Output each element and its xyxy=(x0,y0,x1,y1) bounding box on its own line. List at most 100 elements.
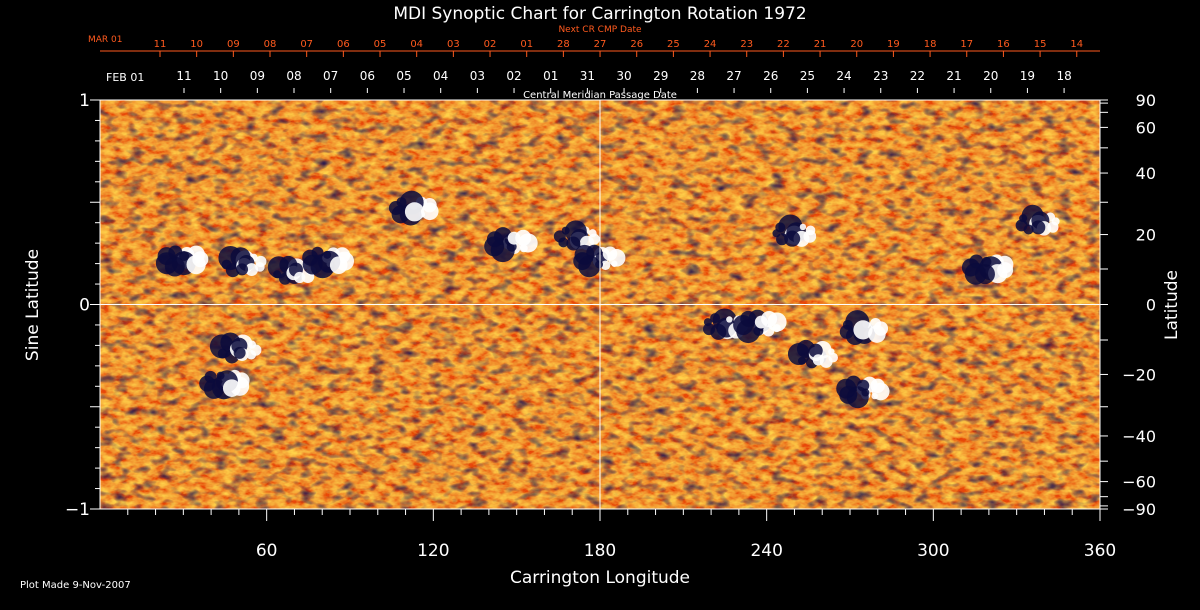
cmp-tick-label: 28 xyxy=(690,69,705,83)
positive-flux xyxy=(245,263,259,276)
active-region xyxy=(553,220,600,251)
active-region xyxy=(733,309,787,344)
cmp-start-label: FEB 01 xyxy=(106,71,144,84)
y-axis-label-left: Sine Latitude xyxy=(23,249,43,361)
positive-flux xyxy=(246,349,257,360)
x-tick-label: 60 xyxy=(256,541,278,561)
positive-flux xyxy=(812,354,824,366)
next-cr-tick-label: 11 xyxy=(154,39,167,50)
positive-flux xyxy=(602,246,618,261)
positive-flux xyxy=(870,378,885,393)
cmp-tick-label: 02 xyxy=(506,69,521,83)
positive-flux xyxy=(1051,217,1060,226)
cmp-tick-label: 01 xyxy=(543,69,558,83)
lat-tick-label: 0 xyxy=(1146,296,1156,315)
negative-flux xyxy=(566,236,581,251)
cmp-tick-label: 05 xyxy=(396,69,411,83)
negative-flux xyxy=(784,230,801,247)
positive-flux xyxy=(294,271,306,284)
lat-tick-label: −40 xyxy=(1122,427,1156,446)
next-cr-tick-label: 04 xyxy=(410,39,423,50)
cmp-tick-label: 08 xyxy=(286,69,301,83)
positive-flux xyxy=(853,320,873,340)
lat-tick-label: −90 xyxy=(1122,500,1156,519)
lat-tick-label: −20 xyxy=(1122,365,1156,384)
positive-flux xyxy=(192,251,209,268)
cmp-tick-label: 09 xyxy=(250,69,265,83)
next-cr-tick-label: 24 xyxy=(704,39,717,50)
next-cr-ticks: 11 10 09 08 07 06 05 04 03 02 01 28 27 26 25 24 23 22 21 20… xyxy=(154,39,1083,57)
cmp-tick-label: 31 xyxy=(580,69,595,83)
next-cr-tick-label: 07 xyxy=(300,39,313,50)
negative-flux xyxy=(703,323,716,336)
cmp-tick-label: 07 xyxy=(323,69,338,83)
y-tick-label: 0 xyxy=(79,296,90,316)
negative-flux xyxy=(233,346,246,359)
y-axis-latitude: 90 60 40 20 0 −20 −40 −60 −90 xyxy=(1100,91,1156,519)
cmp-tick-label: 25 xyxy=(800,69,815,83)
y-axis-label-right: Latitude xyxy=(1162,270,1182,340)
cmp-tick-label: 21 xyxy=(946,69,961,83)
next-cr-tick-label: 09 xyxy=(227,39,240,50)
active-region xyxy=(199,369,250,400)
x-tick-label: 360 xyxy=(1084,541,1116,561)
active-region xyxy=(218,246,267,278)
negative-flux xyxy=(703,318,712,327)
next-cr-tick-label: 22 xyxy=(777,39,790,50)
lat-tick-label: 20 xyxy=(1136,226,1156,245)
x-axis-label: Carrington Longitude xyxy=(510,568,690,588)
negative-flux xyxy=(164,256,185,277)
next-cr-axis-label: Next CR CMP Date xyxy=(558,25,642,35)
cmp-tick-label: 04 xyxy=(433,69,448,83)
positive-flux xyxy=(222,379,241,397)
positive-flux xyxy=(726,316,733,323)
negative-flux xyxy=(573,252,592,271)
cmp-tick-label: 27 xyxy=(726,69,741,83)
negative-flux xyxy=(839,385,858,404)
active-region xyxy=(209,332,262,364)
active-region xyxy=(772,214,817,247)
cmp-tick-label: 22 xyxy=(910,69,925,83)
positive-flux xyxy=(588,229,597,238)
lat-tick-label: 40 xyxy=(1136,164,1156,183)
active-region xyxy=(573,244,626,278)
active-region xyxy=(484,227,538,263)
positive-flux xyxy=(997,262,1014,279)
negative-flux xyxy=(1023,224,1034,235)
x-tick-label: 120 xyxy=(417,541,449,561)
cmp-tick-label: 23 xyxy=(873,69,888,83)
positive-flux xyxy=(404,202,425,222)
x-tick-label: 240 xyxy=(750,541,782,561)
active-region xyxy=(388,190,439,226)
cmp-tick-label: 11 xyxy=(176,69,191,83)
y-tick-label: −1 xyxy=(65,500,90,520)
next-cr-tick-label: 03 xyxy=(447,39,460,50)
positive-flux xyxy=(255,262,265,272)
active-region xyxy=(302,246,355,279)
x-tick-label: 180 xyxy=(584,541,616,561)
active-region xyxy=(839,310,889,346)
next-cr-tick-label: 15 xyxy=(1034,39,1047,50)
cmp-tick-label: 10 xyxy=(213,69,228,83)
next-cr-tick-label: 17 xyxy=(960,39,973,50)
negative-flux xyxy=(204,370,217,383)
next-cr-tick-label: 08 xyxy=(264,39,277,50)
active-region xyxy=(961,254,1014,285)
lat-tick-label: 90 xyxy=(1136,91,1156,110)
negative-flux xyxy=(558,237,569,248)
next-cr-tick-label: 06 xyxy=(337,39,350,50)
next-cr-tick-label: 21 xyxy=(814,39,827,50)
positive-flux xyxy=(805,225,816,236)
x-axis: 60 120 180 240 300 360 xyxy=(127,509,1116,561)
negative-flux xyxy=(740,310,757,327)
plot-made-footer: Plot Made 9-Nov-2007 xyxy=(20,580,131,591)
next-cr-tick-label: 23 xyxy=(740,39,753,50)
next-cr-tick-label: 19 xyxy=(887,39,900,50)
x-tick-label: 300 xyxy=(917,541,949,561)
next-cr-tick-label: 27 xyxy=(594,39,607,50)
next-cr-tick-label: 26 xyxy=(630,39,643,50)
negative-flux xyxy=(486,231,503,248)
active-region xyxy=(1015,204,1060,236)
cmp-tick-label: 18 xyxy=(1056,69,1071,83)
next-cr-tick-label: 25 xyxy=(667,39,680,50)
